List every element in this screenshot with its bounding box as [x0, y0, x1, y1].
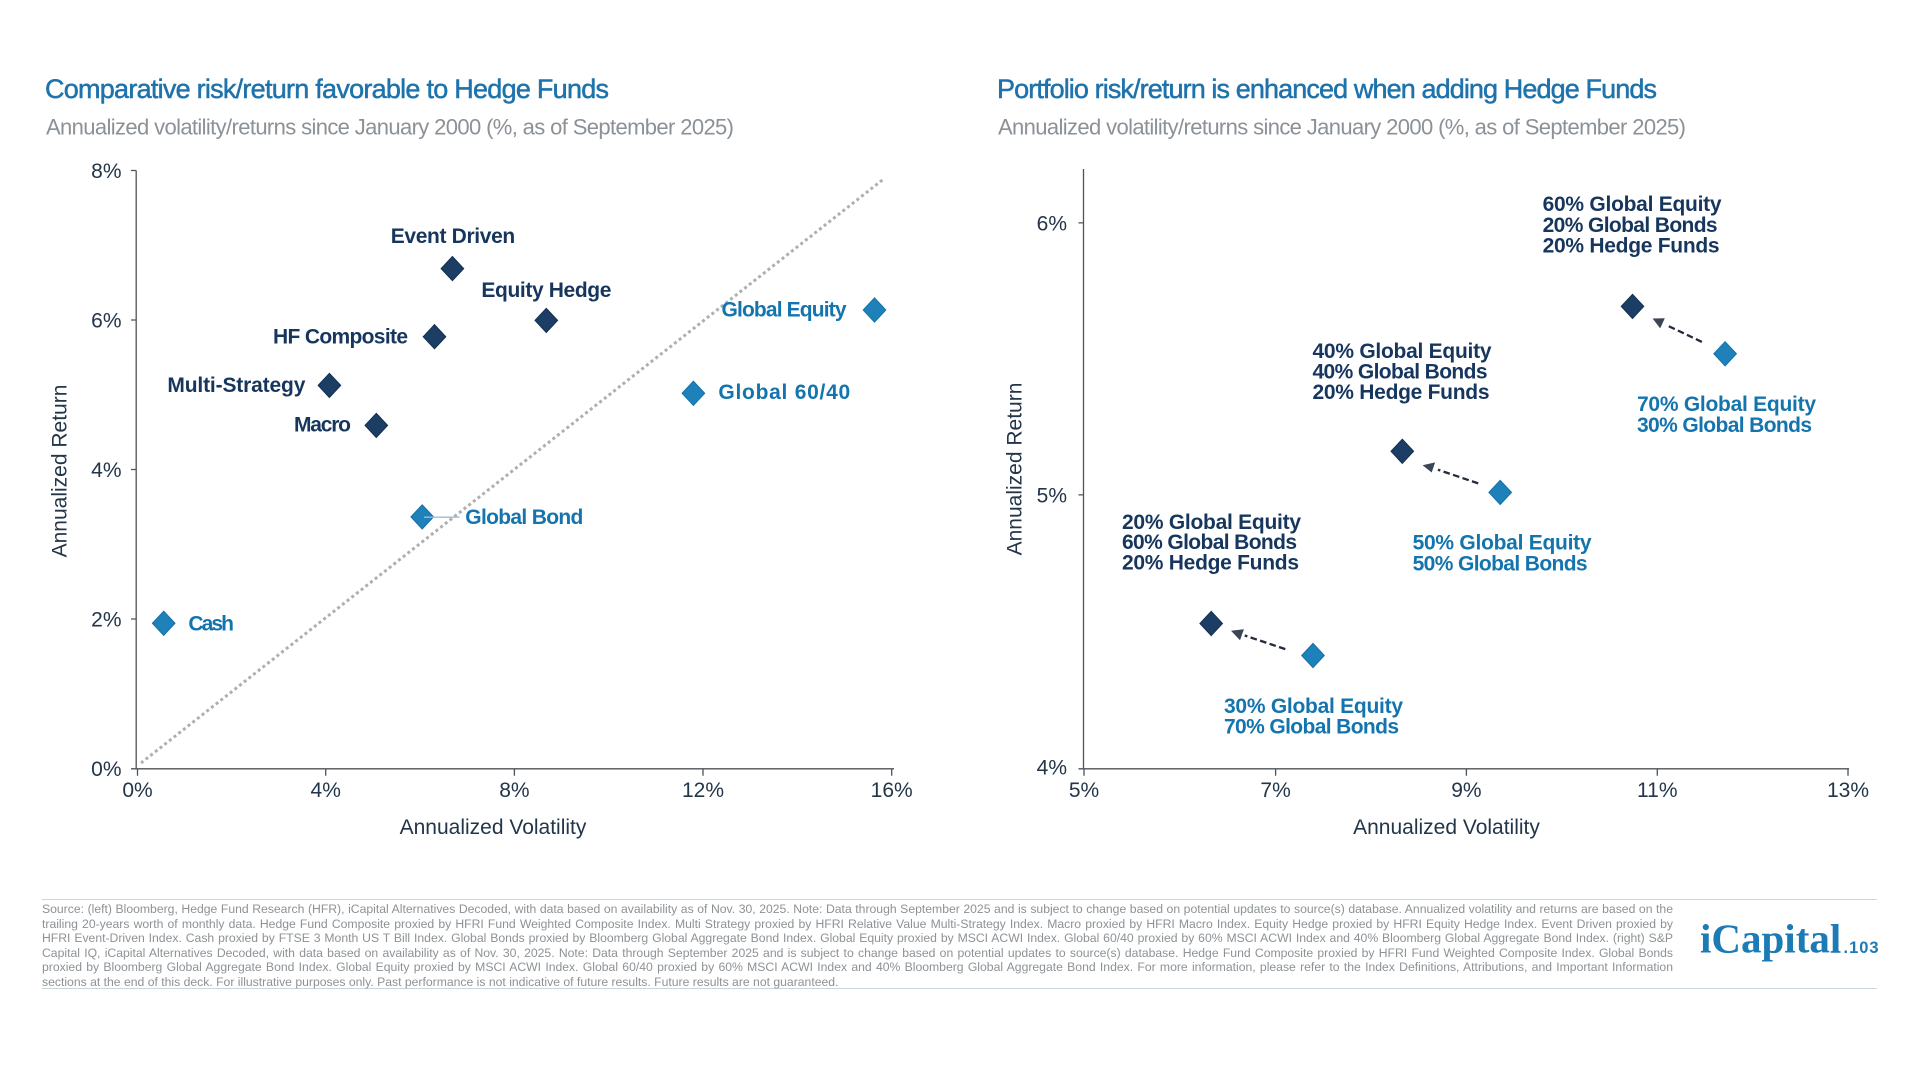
svg-text:Annualized Volatility: Annualized Volatility: [400, 816, 587, 839]
svg-text:Equity Hedge: Equity Hedge: [481, 279, 611, 302]
svg-text:5%: 5%: [1037, 484, 1067, 507]
svg-text:0%: 0%: [91, 758, 121, 781]
svg-text:40% Global Bonds: 40% Global Bonds: [1313, 361, 1488, 384]
svg-text:60% Global Equity: 60% Global Equity: [1543, 193, 1722, 216]
svg-text:70% Global Equity: 70% Global Equity: [1637, 393, 1816, 416]
svg-text:Global 60/40: Global 60/40: [718, 381, 850, 404]
svg-text:11%: 11%: [1637, 779, 1677, 802]
svg-text:HF Composite: HF Composite: [273, 325, 408, 348]
svg-text:30% Global Equity: 30% Global Equity: [1224, 695, 1403, 718]
svg-text:Global Bond: Global Bond: [465, 506, 583, 529]
svg-text:9%: 9%: [1451, 779, 1481, 802]
svg-text:Annualized Volatility: Annualized Volatility: [1353, 816, 1540, 839]
svg-text:30% Global Bonds: 30% Global Bonds: [1637, 414, 1812, 437]
svg-text:40% Global Equity: 40% Global Equity: [1313, 340, 1492, 363]
svg-text:50% Global Bonds: 50% Global Bonds: [1413, 553, 1588, 576]
svg-text:Event Driven: Event Driven: [391, 225, 516, 248]
svg-text:20% Hedge Funds: 20% Hedge Funds: [1122, 551, 1299, 574]
svg-text:4%: 4%: [1037, 756, 1067, 779]
svg-text:0%: 0%: [122, 779, 152, 802]
svg-text:20% Hedge Funds: 20% Hedge Funds: [1313, 381, 1490, 404]
svg-text:20% Global Equity: 20% Global Equity: [1122, 511, 1301, 534]
svg-text:Portfolio risk/return is enhan: Portfolio risk/return is enhanced when a…: [997, 74, 1657, 104]
svg-text:.103: .103: [1844, 939, 1880, 957]
svg-text:4%: 4%: [311, 779, 341, 802]
svg-text:iCapital: iCapital: [1700, 916, 1841, 962]
svg-text:50% Global Equity: 50% Global Equity: [1413, 532, 1592, 555]
svg-text:Macro: Macro: [294, 414, 351, 437]
svg-text:Annualized volatility/returns: Annualized volatility/returns since Janu…: [46, 115, 734, 140]
svg-text:4%: 4%: [91, 459, 121, 482]
svg-text:20% Hedge Funds: 20% Hedge Funds: [1543, 235, 1720, 258]
svg-text:2%: 2%: [91, 609, 121, 632]
svg-text:60% Global Bonds: 60% Global Bonds: [1122, 531, 1297, 554]
svg-text:Cash: Cash: [188, 613, 234, 636]
svg-text:8%: 8%: [499, 779, 529, 802]
svg-text:70% Global Bonds: 70% Global Bonds: [1224, 715, 1399, 738]
svg-text:6%: 6%: [1037, 212, 1067, 235]
svg-text:13%: 13%: [1827, 779, 1869, 802]
svg-text:20% Global Bonds: 20% Global Bonds: [1543, 214, 1718, 237]
svg-text:Annualized volatility/returns: Annualized volatility/returns since Janu…: [998, 115, 1686, 140]
svg-text:12%: 12%: [682, 779, 724, 802]
svg-text:Comparative risk/return favora: Comparative risk/return favorable to Hed…: [45, 74, 609, 104]
svg-text:7%: 7%: [1260, 779, 1290, 802]
svg-text:Annualized Return: Annualized Return: [49, 385, 72, 558]
svg-text:Multi-Strategy: Multi-Strategy: [167, 374, 305, 397]
svg-text:5%: 5%: [1069, 779, 1099, 802]
svg-text:16%: 16%: [871, 779, 913, 802]
svg-text:8%: 8%: [91, 160, 121, 183]
svg-text:Annualized Return: Annualized Return: [1004, 383, 1027, 556]
svg-text:6%: 6%: [91, 310, 121, 333]
svg-text:Global Equity: Global Equity: [722, 299, 847, 322]
